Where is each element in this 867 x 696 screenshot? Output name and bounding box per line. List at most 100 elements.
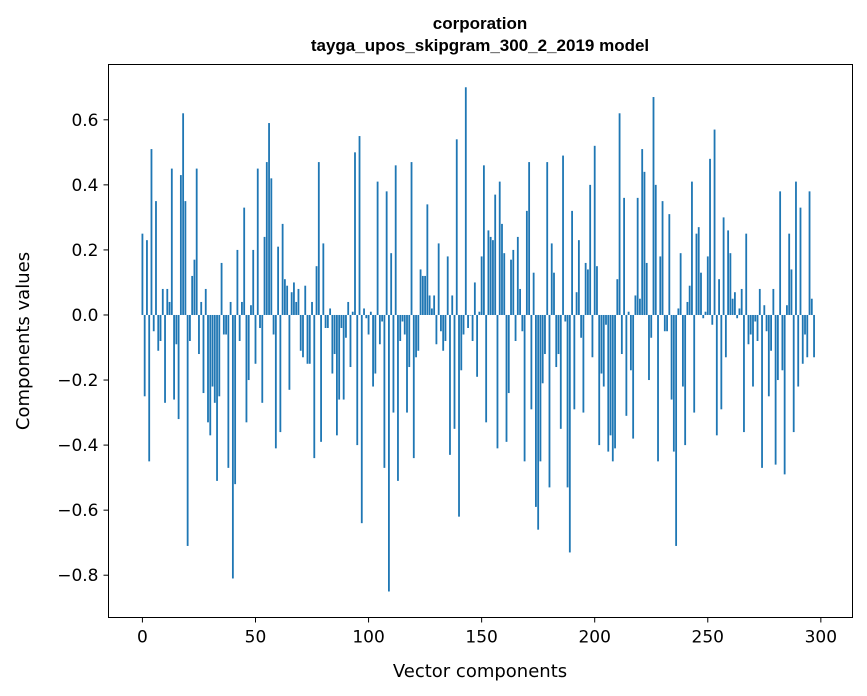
- bar: [779, 191, 782, 315]
- bar: [207, 314, 209, 423]
- bar: [747, 314, 750, 345]
- chart-title: corporation: [433, 14, 527, 33]
- bar: [546, 162, 549, 315]
- bar: [433, 295, 436, 315]
- bar: [528, 162, 531, 315]
- bar: [512, 249, 515, 315]
- bar: [485, 314, 488, 423]
- bar: [311, 301, 313, 315]
- bar: [272, 314, 275, 335]
- bar: [498, 181, 501, 315]
- y-tick-label: −0.4: [57, 436, 98, 456]
- bar: [797, 314, 800, 387]
- bar: [369, 311, 372, 315]
- bar: [274, 314, 277, 449]
- bar: [462, 314, 465, 335]
- bar: [141, 233, 144, 315]
- bar: [559, 314, 562, 429]
- bar: [265, 162, 268, 315]
- bar: [668, 214, 671, 315]
- bar: [657, 314, 659, 462]
- bar: [254, 314, 257, 364]
- bar: [189, 314, 191, 341]
- bar: [672, 314, 675, 452]
- bar: [421, 275, 424, 315]
- bar: [661, 201, 664, 315]
- bar: [351, 311, 354, 315]
- bar: [507, 314, 510, 394]
- bar: [505, 314, 508, 442]
- bar: [417, 314, 420, 351]
- bar: [173, 314, 175, 400]
- bar: [636, 197, 639, 315]
- bar: [652, 97, 655, 315]
- bar: [792, 314, 795, 433]
- bar: [385, 191, 388, 315]
- bar: [641, 149, 644, 315]
- bar: [620, 314, 623, 355]
- bar: [688, 285, 691, 315]
- bar: [446, 256, 449, 315]
- bar: [749, 314, 752, 335]
- bar: [218, 314, 221, 397]
- bar: [354, 152, 356, 315]
- bar: [437, 243, 440, 315]
- bar: [684, 314, 687, 446]
- x-tick-label: 50: [245, 628, 267, 648]
- bar: [525, 210, 528, 315]
- bar: [381, 314, 384, 322]
- bar: [625, 314, 628, 416]
- bar: [286, 285, 289, 315]
- bar: [781, 314, 784, 371]
- y-tick-label: −0.2: [57, 371, 98, 391]
- bar: [695, 233, 698, 315]
- bar: [406, 314, 408, 413]
- bar: [363, 308, 365, 315]
- bar: [532, 272, 535, 315]
- bar: [776, 314, 779, 381]
- bar: [347, 301, 350, 315]
- bar: [388, 314, 390, 592]
- bar: [709, 158, 711, 315]
- bar: [220, 262, 223, 315]
- bar: [473, 282, 476, 315]
- bar: [338, 314, 341, 400]
- bar: [697, 227, 700, 315]
- bar: [376, 181, 379, 315]
- x-tick-label: 0: [137, 628, 148, 648]
- bars: [141, 87, 815, 592]
- bar: [550, 243, 553, 315]
- bar: [340, 314, 343, 328]
- bar: [772, 288, 775, 315]
- y-tick-label: 0.0: [71, 306, 98, 326]
- bar: [566, 314, 569, 488]
- bar: [419, 269, 422, 315]
- bar: [519, 288, 521, 315]
- bar: [306, 314, 309, 364]
- bar: [464, 87, 467, 315]
- bar: [222, 314, 225, 335]
- bar: [290, 292, 293, 315]
- bar: [444, 314, 447, 341]
- bar: [557, 314, 560, 355]
- y-axis-title: Components values: [13, 252, 34, 430]
- bar: [799, 207, 802, 315]
- bar: [745, 233, 748, 315]
- bar: [476, 314, 479, 377]
- bar: [510, 259, 512, 315]
- bar: [304, 285, 307, 315]
- bar: [428, 295, 431, 315]
- bar: [177, 314, 180, 420]
- bar: [734, 292, 736, 315]
- bar: [584, 262, 587, 315]
- bar: [279, 314, 282, 433]
- bar: [408, 314, 411, 368]
- bar: [383, 314, 386, 468]
- bar: [250, 305, 252, 315]
- bar: [399, 314, 402, 341]
- bar: [435, 314, 438, 345]
- bar: [234, 314, 237, 485]
- bar: [198, 314, 200, 355]
- bar: [623, 197, 625, 315]
